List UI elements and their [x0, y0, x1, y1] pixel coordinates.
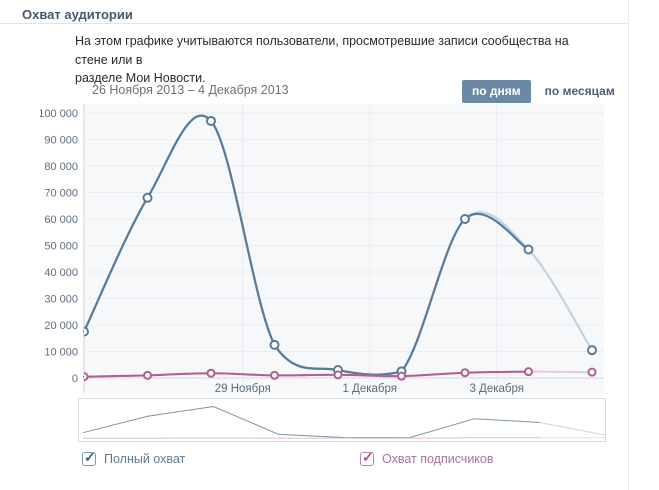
data-point-marker[interactable]: [587, 345, 597, 356]
y-axis-label: 40 000: [44, 267, 78, 279]
legend-label-subscribers-reach[interactable]: Охват подписчиков: [382, 452, 494, 466]
panel-right-border: [628, 0, 629, 490]
navigator-mini-chart[interactable]: [78, 398, 606, 442]
legend-item-full-reach[interactable]: ✓ Полный охват: [82, 449, 186, 466]
y-axis-label: 30 000: [44, 294, 78, 306]
data-point-marker[interactable]: [206, 115, 216, 126]
y-axis-label: 20 000: [44, 320, 78, 332]
x-axis-label: 29 Ноября: [215, 383, 271, 395]
mini-series-line: [82, 437, 540, 439]
mini-series-line-faded: [539, 422, 606, 436]
main-reach-chart[interactable]: 0 10 000 20 000 30 000 40 000 50 000 60 000 70 …: [40, 100, 628, 400]
data-point-marker[interactable]: [524, 367, 533, 377]
checkbox-checked-icon: ✓: [362, 449, 374, 465]
data-point-marker[interactable]: [142, 192, 153, 203]
data-point-marker[interactable]: [81, 372, 89, 382]
data-point-marker[interactable]: [460, 214, 470, 224]
period-mode-switch: по дням по месяцам: [462, 80, 621, 103]
data-point-marker[interactable]: [269, 339, 280, 350]
y-axis-label: 100 000: [40, 108, 78, 120]
page-title: Охват аудитории: [22, 7, 133, 22]
y-axis-label: 80 000: [44, 161, 78, 173]
checkbox-subscribers-reach[interactable]: ✓: [360, 449, 374, 466]
description-line-1: На этом графике учитываются пользователи…: [75, 34, 569, 67]
series-line-subscribers-reach: [83, 370, 530, 378]
data-point-marker[interactable]: [460, 368, 470, 378]
y-axis-label: 10 000: [44, 347, 78, 359]
data-point-marker[interactable]: [397, 371, 406, 381]
data-point-marker[interactable]: [143, 370, 152, 380]
title-divider: [0, 23, 628, 24]
x-axis-label: 1 Декабря: [342, 383, 397, 395]
data-point-marker[interactable]: [80, 326, 89, 337]
y-axis-label: 90 000: [44, 135, 78, 147]
checkbox-checked-icon: ✓: [84, 449, 96, 465]
data-point-marker[interactable]: [206, 368, 216, 378]
checkbox-full-reach[interactable]: ✓: [82, 449, 96, 466]
chart-description: На этом графике учитываются пользователи…: [75, 32, 580, 88]
mini-series-line: [82, 405, 540, 439]
y-axis-label: 60 000: [44, 214, 78, 226]
y-axis-label: 50 000: [44, 241, 78, 253]
legend-label-full-reach[interactable]: Полный охват: [104, 452, 186, 466]
data-point-marker[interactable]: [270, 370, 279, 380]
description-line-2: разделе Мои Новости.: [75, 71, 206, 85]
date-range-label: 26 Ноября 2013 – 4 Декабря 2013: [92, 83, 289, 97]
legend-item-subscribers-reach[interactable]: ✓ Охват подписчиков: [360, 449, 494, 466]
series-markers: [81, 367, 597, 382]
y-axis-label: 70 000: [44, 188, 78, 200]
y-axis-label: 0: [72, 373, 78, 385]
by-months-button[interactable]: по месяцам: [544, 84, 615, 98]
data-point-marker[interactable]: [333, 370, 343, 380]
navigator-mini-chart-svg: [82, 405, 606, 439]
data-point-marker[interactable]: [523, 244, 534, 255]
by-days-button[interactable]: по дням: [462, 80, 531, 103]
data-point-marker[interactable]: [587, 367, 597, 377]
x-axis-label: 3 Декабря: [469, 383, 524, 395]
